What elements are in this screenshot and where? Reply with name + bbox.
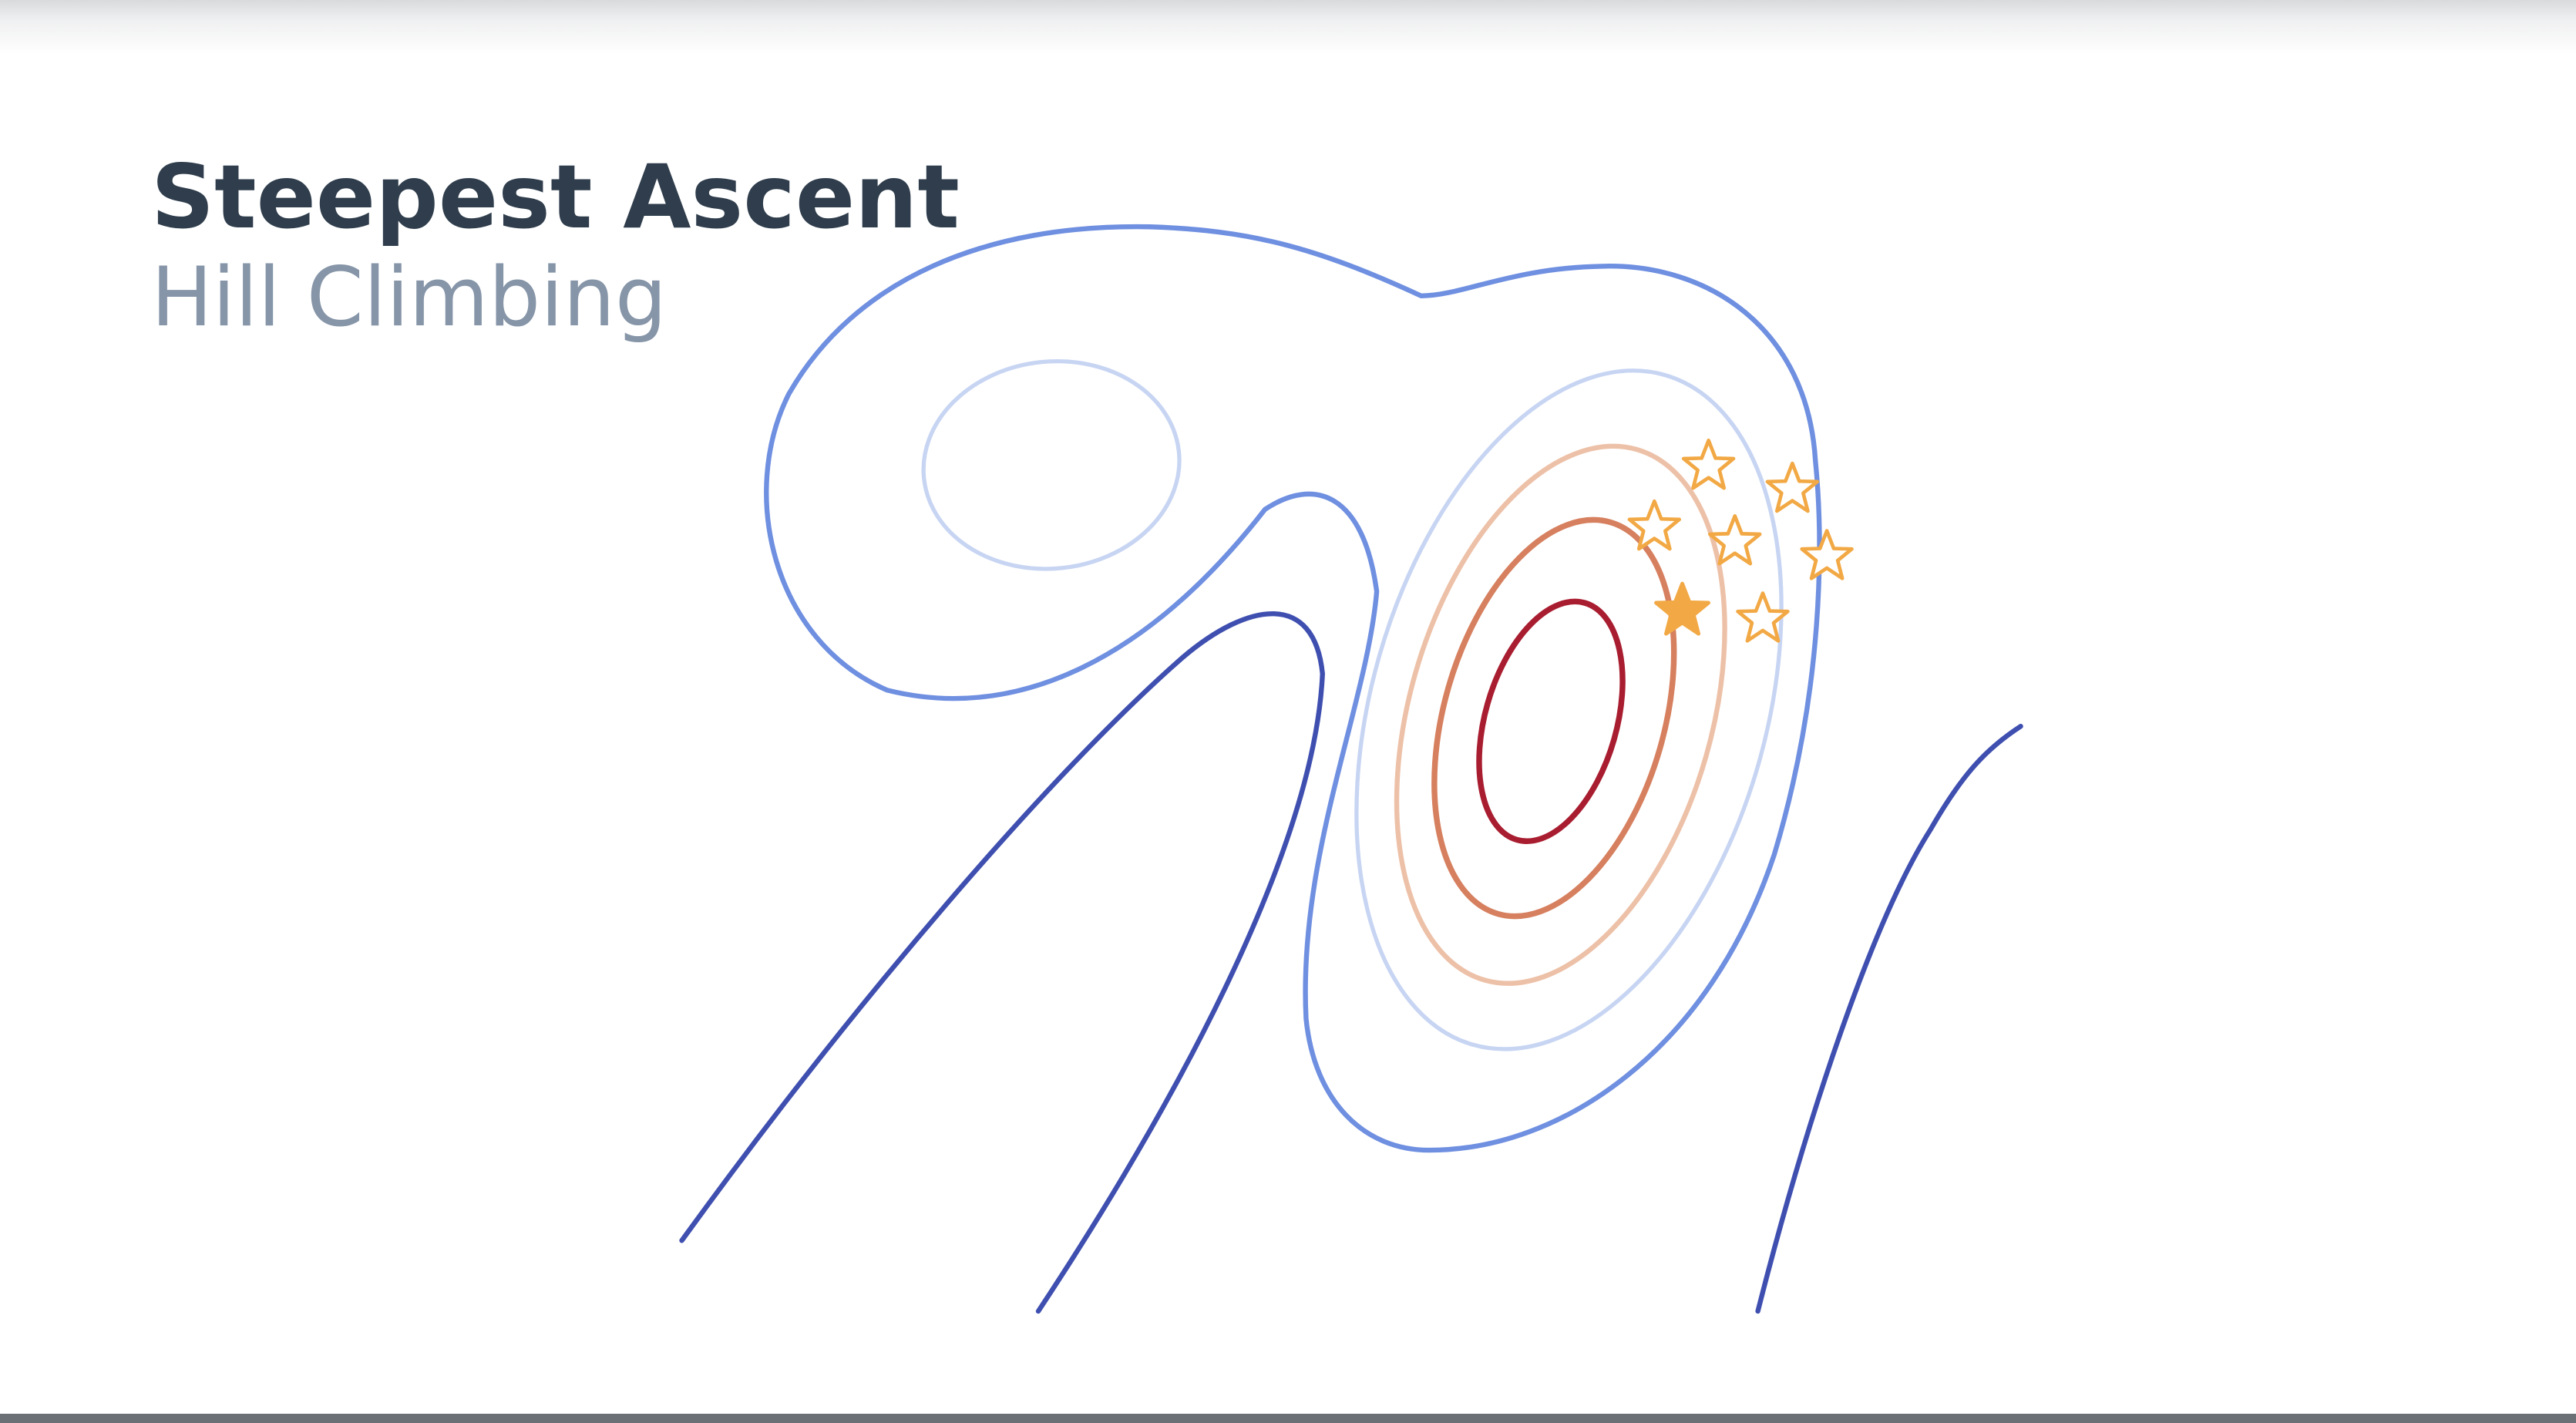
contour-dark-arch bbox=[679, 611, 1325, 1314]
star-outline-icon bbox=[1802, 531, 1852, 579]
contour-peach-ring bbox=[1394, 443, 1727, 986]
contour-light-blue-ring bbox=[1354, 368, 1784, 1051]
slide-subtitle: Hill Climbing bbox=[151, 250, 668, 345]
slide-title: Steepest Ascent bbox=[151, 146, 960, 248]
star-outline-icon bbox=[1683, 440, 1734, 488]
contour-dark-right bbox=[1755, 723, 2023, 1314]
contour-outer bbox=[764, 224, 1822, 1153]
contour-orange-ring bbox=[1431, 516, 1677, 920]
contour-red-peak bbox=[1476, 598, 1626, 844]
star-outline-icon bbox=[1767, 463, 1818, 511]
top-shadow bbox=[0, 0, 2576, 54]
title-block: Steepest Ascent Hill Climbing bbox=[151, 146, 960, 345]
contour-left-island bbox=[921, 358, 1182, 571]
bottom-bar bbox=[0, 1414, 2576, 1423]
